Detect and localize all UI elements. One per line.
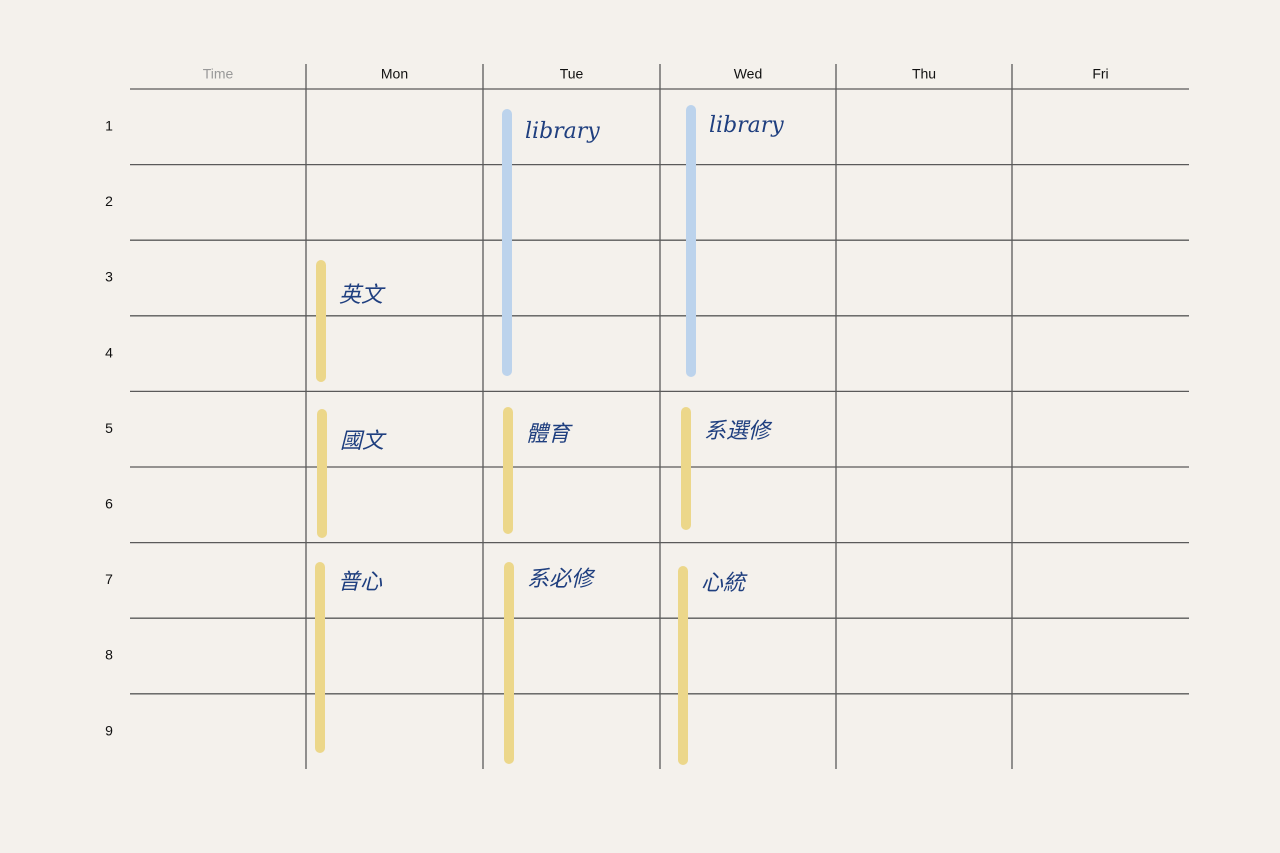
period-label: 7 (105, 571, 113, 587)
event-label: 心統 (701, 571, 748, 596)
event-label: 英文 (339, 283, 386, 308)
event-label: 普心 (338, 570, 383, 595)
event-label: 系必修 (527, 567, 596, 592)
day-header: Wed (734, 66, 763, 82)
event-label: library (525, 119, 600, 144)
day-header: Thu (912, 66, 936, 82)
period-label: 6 (105, 496, 113, 512)
period-label: 3 (105, 269, 113, 285)
event-label: 國文 (340, 429, 387, 454)
event-label: library (709, 113, 784, 138)
event-label: 體育 (526, 422, 573, 447)
day-header: Tue (560, 66, 584, 82)
day-header: Mon (381, 66, 408, 82)
time-header: Time (203, 66, 234, 82)
period-label: 9 (105, 722, 113, 738)
period-label: 8 (105, 647, 113, 663)
day-header: Fri (1092, 66, 1108, 82)
event-label: 系選修 (704, 419, 773, 444)
period-label: 1 (105, 118, 113, 134)
period-label: 2 (105, 193, 113, 209)
period-label: 4 (105, 344, 113, 360)
period-label: 5 (105, 420, 113, 436)
